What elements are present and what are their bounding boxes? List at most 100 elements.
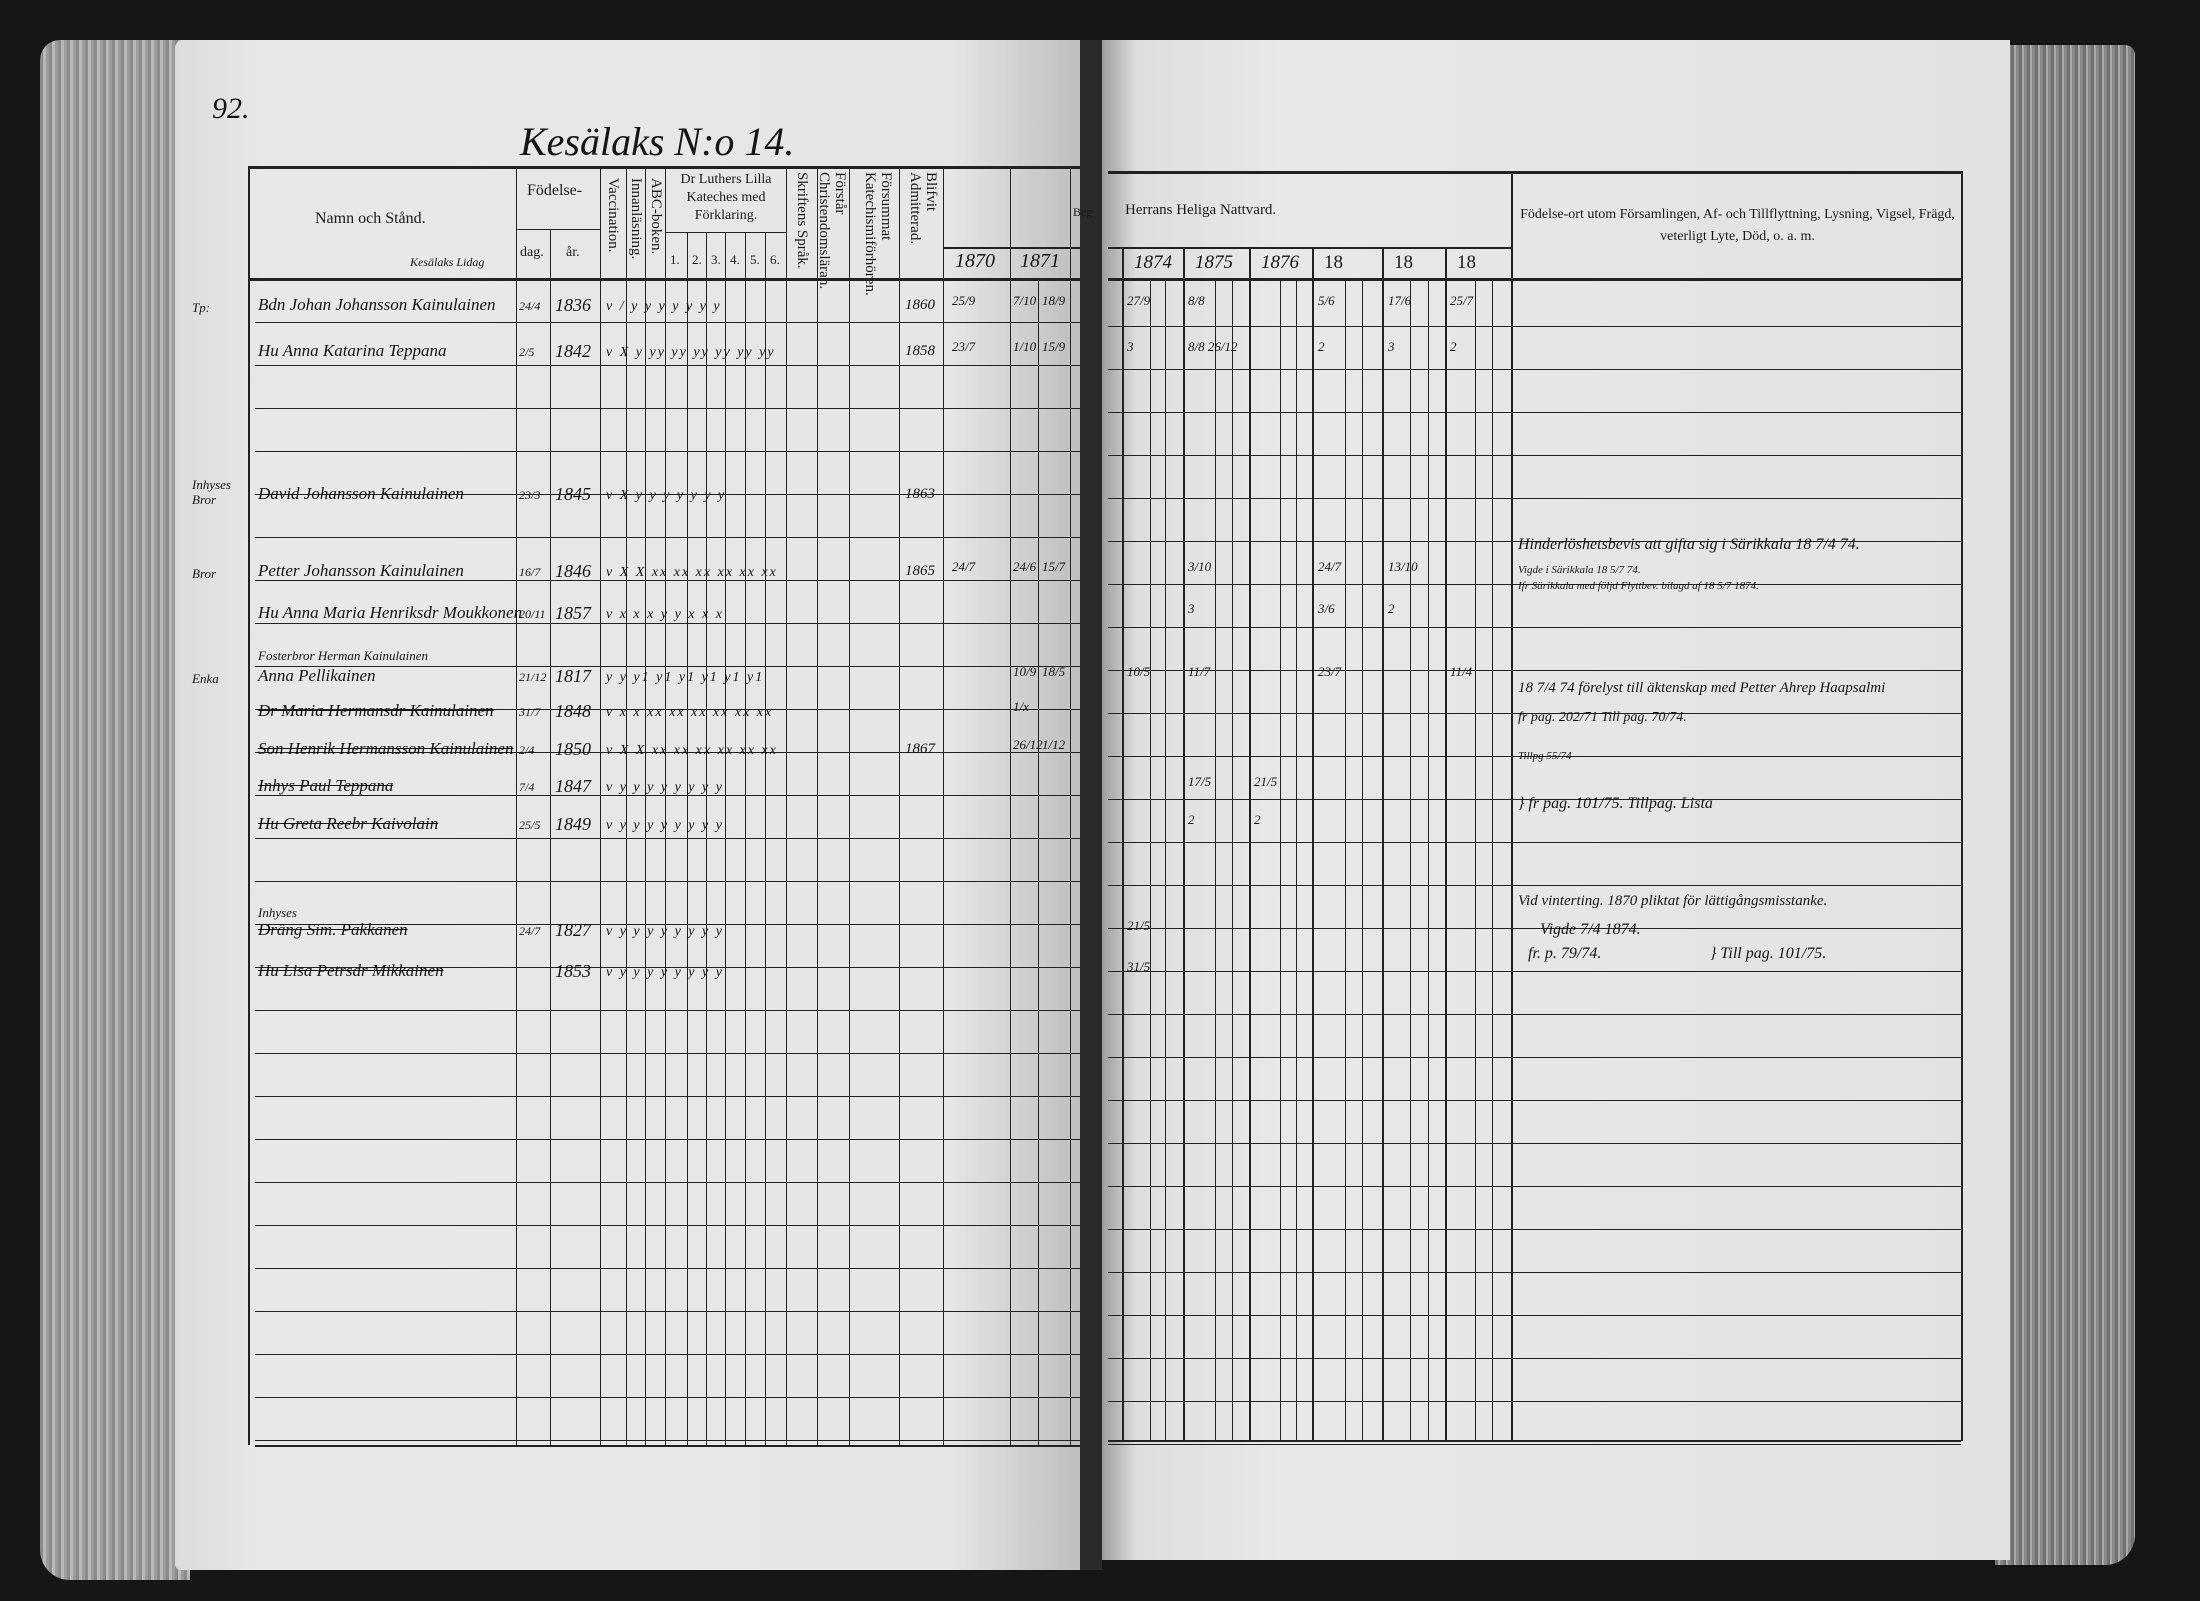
- row-rule: [255, 494, 1080, 495]
- row-rule: [1108, 1315, 1961, 1316]
- row-rule: [255, 1096, 1080, 1097]
- communion-year-5: 18: [1457, 252, 1476, 273]
- row-rule: [1108, 670, 1961, 671]
- row-communion-1872: 15/9: [1042, 339, 1066, 354]
- row-communion-1871: 24/6: [1013, 559, 1037, 574]
- communion-year-0: 1874: [1134, 252, 1172, 273]
- row-communion-1872: 15/7: [1042, 559, 1066, 574]
- communion-year-3: 18: [1324, 252, 1343, 273]
- sub-column-rule: [1232, 281, 1233, 1441]
- row-communion-1872: 18/5: [1042, 664, 1066, 679]
- sub-column-rule: [1362, 281, 1363, 1441]
- note-line: Vid vinterting. 1870 pliktat för lättigå…: [1518, 893, 1828, 909]
- row-marks: v X y y y y y y y: [606, 488, 727, 503]
- row-birth-day: 7/4: [519, 780, 535, 794]
- row-left-note: Inhyses Bror: [192, 477, 231, 507]
- row-name: Dr Maria Hermansdr Kainulainen: [258, 701, 494, 720]
- row-communion-1874: 27/9: [1127, 293, 1151, 308]
- row-communion-1875: 3: [1188, 601, 1195, 616]
- right-page: [1100, 40, 2010, 1560]
- communion-year-1: 1875: [1195, 252, 1233, 273]
- row-rule: [1108, 627, 1961, 628]
- row-name: Anna Pellikainen: [258, 666, 376, 685]
- sub-column-rule: [1296, 281, 1297, 1441]
- row-rule: [255, 537, 1080, 538]
- row-communion-1875: 11/7: [1188, 664, 1211, 679]
- row-admitted: 1863: [905, 486, 935, 502]
- row-rule: [1108, 326, 1961, 327]
- sub-column-rule: [1428, 281, 1429, 1441]
- row-communion-18a: 3/6: [1318, 601, 1335, 616]
- table-bottom-rule: [255, 1445, 1080, 1447]
- column-rule: [943, 166, 944, 1445]
- row-communion-1870: 25/9: [952, 293, 976, 308]
- row-rule: [255, 580, 1080, 581]
- header-cut-label: Beg: [1073, 205, 1093, 219]
- row-rule: [255, 709, 1080, 710]
- row-birth-year: 1817: [555, 666, 591, 686]
- row-admitted: 1860: [905, 297, 935, 313]
- row-communion-18a: 5/6: [1318, 293, 1335, 308]
- header-year-1870: 1870: [955, 250, 995, 272]
- header-missed: Försummat Katechismiförhören.: [862, 172, 894, 296]
- row-communion-18b: 13/10: [1388, 559, 1418, 574]
- row-birth-year: 1853: [555, 961, 591, 981]
- header-luther: Dr Luthers Lilla Kateches med Förklaring…: [680, 172, 772, 223]
- header-bottom-rule: [1108, 278, 1961, 281]
- row-marks: v x x xx xx xx xx xx xx: [606, 705, 774, 720]
- note-line: 18 7/4 74 förelyst till äktenskap med Pe…: [1518, 680, 1886, 696]
- row-birth-day: 21/12: [519, 670, 547, 684]
- page-stack-right: [1995, 45, 2135, 1565]
- row-rule: [255, 1182, 1080, 1183]
- row-communion-1871: 26/12: [1013, 737, 1043, 752]
- row-birth-day: 25/5: [519, 818, 541, 832]
- row-communion-1875: 2: [1188, 812, 1195, 827]
- header-birth: Födelse-: [527, 182, 583, 199]
- header-communion: Herrans Heliga Nattvard.: [1125, 202, 1277, 218]
- row-communion-18c: 11/4: [1450, 664, 1473, 679]
- column-rule: [1312, 247, 1314, 1442]
- row-communion-1876: 21/5: [1254, 774, 1278, 789]
- row-name: Dräng Sim. Pakkanen: [258, 920, 408, 939]
- row-rule: [255, 1354, 1080, 1355]
- row-rule: [255, 322, 1080, 323]
- column-rule: [600, 166, 601, 1445]
- row-rule: [255, 752, 1080, 753]
- row-rule: [255, 1440, 1080, 1441]
- row-birth-year: 1846: [555, 561, 591, 581]
- row-rule: [1108, 455, 1961, 456]
- row-name: David Johansson Kainulainen: [258, 484, 464, 503]
- birth-sub-rule: [516, 229, 600, 230]
- row-name: Hu Anna Maria Henriksdr Moukkonen: [258, 603, 523, 622]
- row-communion-1871: 7/10: [1013, 293, 1037, 308]
- luther-sub-rule: [665, 232, 786, 233]
- page-stack-left: [40, 40, 190, 1580]
- sub-column-rule: [1345, 281, 1346, 1441]
- row-rule: [255, 408, 1080, 409]
- row-rule: [255, 1311, 1080, 1312]
- note-line: Vigde 7/4 1874.: [1540, 921, 1641, 938]
- row-rule: [1108, 1014, 1961, 1015]
- row-rule: [1108, 412, 1961, 413]
- row-communion-1875: 8/8: [1188, 293, 1205, 308]
- row-rule: [1108, 799, 1961, 800]
- column-rule: [1382, 247, 1384, 1442]
- book-gutter: [1080, 40, 1102, 1570]
- header-vaccination: Vaccination.: [605, 178, 621, 253]
- row-communion-1870: 24/7: [952, 559, 976, 574]
- notes-column-rule: [1511, 171, 1513, 281]
- row-admitted: 1858: [905, 343, 935, 359]
- row-birth-year: 1845: [555, 484, 591, 504]
- column-rule: [849, 166, 850, 1445]
- header-birth-day: dag.: [520, 245, 544, 260]
- row-rule: [255, 1139, 1080, 1140]
- header-scripture: Skriftens Språk.: [794, 172, 810, 269]
- row-birth-year: 1849: [555, 814, 591, 834]
- row-rule: [255, 1010, 1080, 1011]
- row-marks: v X X xx xx xx xx xx xx: [606, 565, 778, 580]
- sub-column-rule: [1492, 281, 1493, 1441]
- table-top-rule: [1108, 171, 1961, 174]
- row-communion-1876: 2: [1254, 812, 1261, 827]
- row-birth-year: 1857: [555, 603, 591, 623]
- luther-part-2: 2.: [692, 252, 702, 267]
